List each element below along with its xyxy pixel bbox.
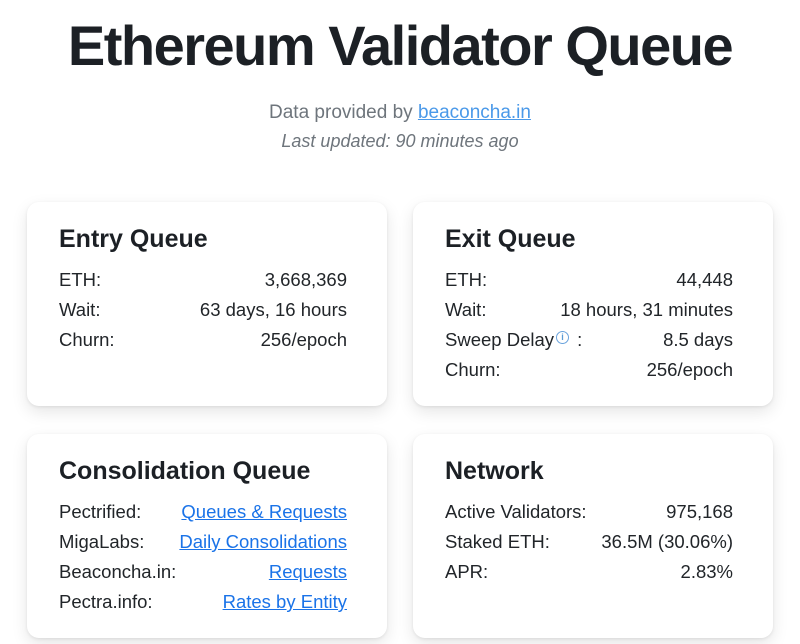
row-label: Pectra.info: xyxy=(59,591,153,612)
info-icon[interactable]: i xyxy=(556,331,570,344)
row-label: Staked ETH: xyxy=(445,531,550,552)
card-network: Network Active Validators: 975,168 Staked E… xyxy=(413,434,773,638)
row-label: Churn: xyxy=(445,359,501,380)
stat-row: Pectrified: Queues & Requests xyxy=(59,497,355,527)
row-link-consolidation-queue[interactable]: Requests xyxy=(268,561,347,582)
row-value: 975,168 xyxy=(666,501,733,522)
stat-row: Wait: 63 days, 16 hours xyxy=(59,295,355,325)
row-value: 44,448 xyxy=(676,269,733,290)
card-title-network: Network xyxy=(445,457,544,485)
stat-row: Pectra.info: Rates by Entity xyxy=(59,587,355,617)
stat-row: Active Validators: 975,168 xyxy=(445,497,741,527)
row-label: MigaLabs: xyxy=(59,531,145,552)
row-value: 256/epoch xyxy=(646,359,733,380)
beaconcha-link[interactable]: beaconcha.in xyxy=(417,102,531,123)
row-value: 2.83% xyxy=(680,561,733,582)
row-link-consolidation-queue[interactable]: Queues & Requests xyxy=(181,501,347,522)
row-value: 256/epoch xyxy=(260,329,347,350)
stat-row: Churn: 256/epoch xyxy=(445,355,741,385)
row-label: Churn: xyxy=(59,329,115,350)
card-title-consolidation-queue: Consolidation Queue xyxy=(59,457,311,485)
row-value: 18 hours, 31 minutes xyxy=(560,299,733,320)
card-title-exit-queue: Exit Queue xyxy=(445,225,576,253)
stat-row: APR: 2.83% xyxy=(445,557,741,587)
stat-row: Beaconcha.in: Requests xyxy=(59,557,355,587)
row-value: 36.5M (30.06%) xyxy=(601,531,733,552)
stat-row: Staked ETH: 36.5M (30.06%) xyxy=(445,527,741,557)
data-source-text: Data provided by xyxy=(269,102,418,123)
row-label: Pectrified: xyxy=(59,501,142,522)
cards-grid: Entry Queue ETH: 3,668,369 Wait: 63 days, 16… xyxy=(27,202,773,638)
stat-row: Sweep Delay i : 8.5 days xyxy=(445,325,741,355)
card-consolidation-queue: Consolidation Queue Pectrified: Queues & R… xyxy=(27,434,387,638)
row-value: 8.5 days xyxy=(663,329,733,350)
card-entry-queue: Entry Queue ETH: 3,668,369 Wait: 63 days, 16… xyxy=(27,202,387,406)
data-source-line: Data provided by beaconcha.in xyxy=(0,102,800,124)
stat-row: ETH: 3,668,369 xyxy=(59,265,355,295)
row-value: 63 days, 16 hours xyxy=(199,299,347,320)
row-value: 3,668,369 xyxy=(264,269,347,290)
row-link-consolidation-queue[interactable]: Rates by Entity xyxy=(222,591,347,612)
card-exit-queue: Exit Queue ETH: 44,448 Wait: 18 hours, 31 mi… xyxy=(413,202,773,406)
row-label: Beaconcha.in: xyxy=(59,561,177,582)
page-title: Ethereum Validator Queue xyxy=(67,14,734,77)
stat-row: Wait: 18 hours, 31 minutes xyxy=(445,295,741,325)
card-title-entry-queue: Entry Queue xyxy=(59,225,208,253)
row-link-consolidation-queue[interactable]: Daily Consolidations xyxy=(179,531,347,552)
row-label: APR: xyxy=(445,561,489,582)
row-label: Wait: xyxy=(445,299,487,320)
row-label: Active Validators: xyxy=(445,501,587,522)
row-label: Wait: xyxy=(59,299,101,320)
row-label: ETH: xyxy=(445,269,488,290)
last-updated-text: Last updated: 90 minutes ago xyxy=(281,131,519,151)
stat-row: Churn: 256/epoch xyxy=(59,325,355,355)
row-label: ETH: xyxy=(59,269,102,290)
row-label: Sweep Delay i : xyxy=(445,329,583,350)
page: Ethereum Validator Queue Data provided b… xyxy=(0,14,800,644)
stat-row: ETH: 44,448 xyxy=(445,265,741,295)
stat-row: MigaLabs: Daily Consolidations xyxy=(59,527,355,557)
